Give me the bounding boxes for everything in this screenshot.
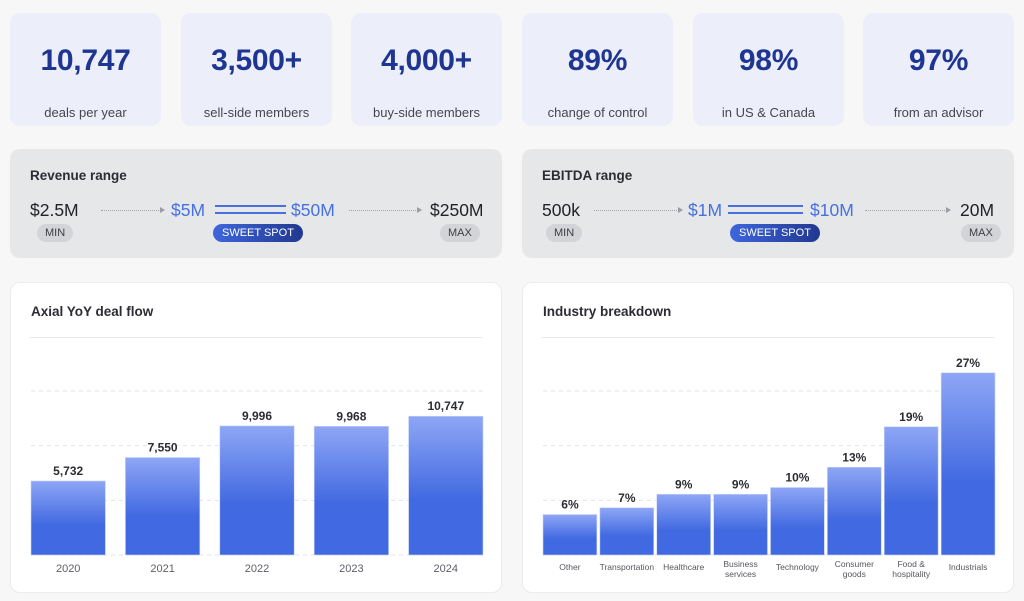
dotted-connector [594, 210, 679, 211]
x-tick-label: Technology [776, 562, 820, 572]
bar-value-label: 5,732 [53, 464, 83, 478]
x-tick-label: Food & hospitality [892, 559, 931, 579]
bar[interactable] [713, 493, 768, 556]
stat-card-buy-side: 4,000+ buy-side members [351, 13, 502, 126]
stat-label: buy-side members [373, 105, 480, 120]
bar[interactable] [408, 415, 484, 556]
stat-card-advisor: 97% from an advisor [863, 13, 1014, 126]
range-max-value: 20M [960, 200, 995, 220]
stat-card-sell-side: 3,500+ sell-side members [181, 13, 332, 126]
sweet-spot-double-line [728, 205, 803, 214]
ebitda-range-card: EBITDA range 500k MIN $1M $10M SWEET SPO… [522, 149, 1014, 258]
sweet-spot-badge: SWEET SPOT [213, 224, 303, 242]
revenue-range-card: Revenue range $2.5M MIN $5M $50M SWEET S… [10, 149, 502, 258]
dotted-connector [349, 210, 418, 211]
bar[interactable] [656, 493, 711, 556]
arrow-right-icon [946, 207, 951, 213]
stat-label: in US & Canada [721, 105, 816, 120]
bar[interactable] [125, 457, 201, 556]
bar[interactable] [883, 426, 939, 556]
max-badge: MAX [961, 224, 1001, 242]
bar[interactable] [219, 425, 295, 556]
sweet-spot-badge: SWEET SPOT [730, 224, 820, 242]
x-tick-label: Business services [723, 559, 758, 579]
range-max-value: $250M [430, 200, 484, 220]
stat-card-change-of-control: 89% change of control [522, 13, 673, 126]
arrow-right-icon [417, 207, 422, 213]
bar[interactable] [599, 507, 655, 556]
bar-value-label: 9,968 [336, 409, 366, 423]
stat-label: sell-side members [203, 105, 310, 120]
bar[interactable] [827, 466, 882, 556]
bar[interactable] [940, 372, 996, 556]
bar-value-label: 10% [785, 471, 809, 485]
sweet-spot-high-value: $10M [810, 200, 854, 220]
deal-flow-chart-card: Axial YoY deal flow 5,732 2020 7,550 2021 9,… [10, 282, 502, 593]
x-tick-label: Other [559, 562, 580, 572]
sweet-spot-double-line [215, 205, 286, 214]
x-tick-label: 2020 [56, 563, 80, 575]
chart-title: Axial YoY deal flow [31, 304, 154, 319]
range-min-value: $2.5M [30, 200, 79, 220]
bar-value-label: 9% [675, 477, 693, 491]
bar-value-label: 6% [561, 498, 579, 512]
range-min-value: 500k [542, 200, 580, 220]
bar-value-label: 9% [732, 477, 750, 491]
bar[interactable] [542, 514, 598, 556]
stat-card-us-canada: 98% in US & Canada [693, 13, 844, 126]
x-tick-label: Healthcare [663, 562, 704, 572]
chart-title: Industry breakdown [543, 304, 672, 319]
x-tick-label: 2022 [245, 563, 269, 575]
stat-value: 4,000+ [381, 44, 472, 77]
title-divider [542, 337, 994, 338]
bar[interactable] [30, 480, 106, 556]
bar-value-label: 7,550 [148, 441, 178, 455]
x-tick-label: Consumer goods [835, 559, 874, 579]
range-title: Revenue range [30, 168, 127, 183]
sweet-spot-low-value: $1M [688, 200, 723, 220]
title-divider [30, 337, 482, 338]
arrow-right-icon [678, 207, 683, 213]
bar-value-label: 9,996 [242, 409, 272, 423]
stat-value: 10,747 [40, 44, 131, 77]
stat-value: 3,500+ [211, 44, 302, 77]
min-badge: MIN [546, 224, 583, 242]
bar[interactable] [770, 487, 825, 556]
x-tick-label: Industrials [949, 562, 988, 572]
bar-value-label: 13% [842, 450, 866, 464]
x-tick-label: Transportation [600, 562, 655, 572]
x-tick-label: 2023 [339, 563, 363, 575]
bar-value-label: 10,747 [427, 399, 464, 413]
bar-value-label: 19% [899, 410, 923, 424]
sweet-spot-low-value: $5M [171, 200, 206, 220]
stat-value: 89% [567, 44, 628, 77]
dotted-connector [101, 210, 161, 211]
industry-bar-chart: 6% Other 7% Transportation 9% Healthcare 9% Bus… [542, 356, 996, 579]
bar[interactable] [313, 425, 389, 556]
stat-label: deals per year [44, 105, 127, 120]
arrow-right-icon [160, 207, 165, 213]
bar-value-label: 27% [956, 356, 980, 370]
max-badge: MAX [440, 224, 480, 242]
stat-card-deals: 10,747 deals per year [10, 13, 161, 126]
stat-label: change of control [547, 105, 648, 120]
stat-label: from an advisor [893, 105, 984, 120]
dotted-connector [865, 210, 947, 211]
sweet-spot-high-value: $50M [291, 200, 335, 220]
bar-value-label: 7% [618, 491, 636, 505]
stat-value: 97% [908, 44, 969, 77]
min-badge: MIN [37, 224, 74, 242]
industry-breakdown-chart-card: Industry breakdown 6% Other 7% Transportati… [522, 282, 1014, 593]
range-title: EBITDA range [542, 168, 633, 183]
x-tick-label: 2021 [150, 563, 174, 575]
stat-value: 98% [738, 44, 799, 77]
x-tick-label: 2024 [434, 563, 458, 575]
deal-flow-bar-chart: 5,732 2020 7,550 2021 9,996 2022 9,968 2023 10,7… [30, 390, 484, 575]
